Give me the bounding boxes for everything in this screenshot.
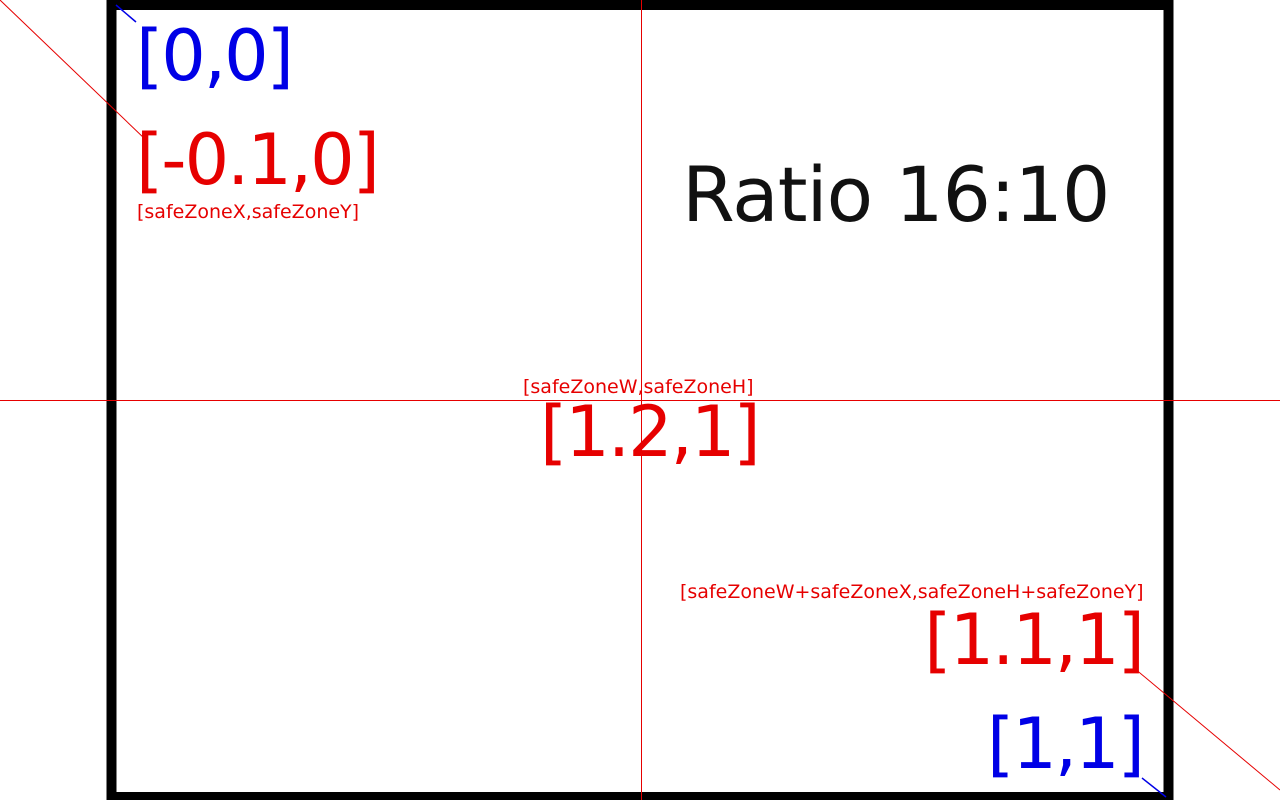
safezone-end-label: [1.1,1]: [924, 599, 1145, 681]
safezone-size-label: [1.2,1]: [540, 391, 761, 473]
aspect-ratio-label: Ratio 16:10: [682, 150, 1110, 239]
safezone-origin-variables-label: [safeZoneX,safeZoneY]: [137, 201, 360, 223]
safezone-origin-label: [-0.1,0]: [136, 119, 380, 201]
top-left-diagonal-line: [0, 0, 147, 141]
top-left-corner-tick: [115, 4, 137, 23]
screen-origin-label: [0,0]: [136, 15, 294, 97]
screen-end-label: [1,1]: [987, 703, 1145, 785]
safezone-size-variables-label: [safeZoneW,safeZoneH]: [523, 376, 754, 398]
safezone-end-variables-label: [safeZoneW+safeZoneX,safeZoneH+safeZoneY…: [680, 581, 1144, 603]
bottom-right-corner-tick: [1141, 777, 1167, 798]
bottom-right-diagonal-line: [1133, 667, 1280, 791]
